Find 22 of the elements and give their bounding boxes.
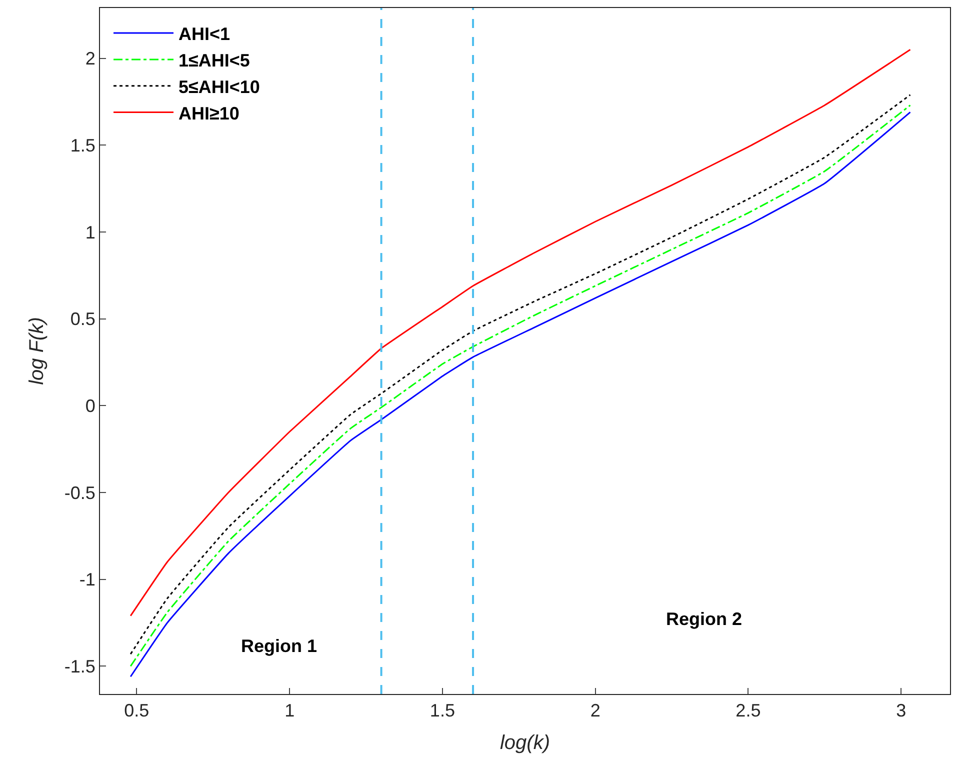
y-tick-label: -1.5 (64, 656, 96, 677)
y-tick-label: -0.5 (64, 482, 96, 503)
annotation: Region 2 (666, 609, 742, 629)
legend-label: AHI<1 (178, 24, 230, 44)
y-tick-label: 0.5 (70, 309, 96, 330)
x-tick-label: 1.5 (430, 700, 455, 721)
y-axis-title: log F(k) (26, 317, 48, 385)
legend-label: AHI≥10 (178, 103, 240, 124)
y-tick-label: -1 (79, 570, 96, 590)
x-tick-label: 1 (284, 700, 295, 721)
y-tick-label: 2 (85, 48, 96, 69)
y-tick-label: 1.5 (70, 136, 96, 156)
annotation: Region 1 (241, 636, 318, 656)
x-tick-label: 2 (590, 700, 600, 721)
y-tick-label: 1 (85, 222, 96, 242)
legend-label: 1≤AHI<5 (178, 50, 250, 70)
x-tick-label: 0.5 (124, 700, 150, 721)
y-tick-label: 0 (85, 396, 96, 416)
x-axis-title: log(k) (500, 732, 550, 754)
x-tick-label: 3 (896, 700, 906, 721)
legend-label: 5≤AHI<10 (178, 76, 260, 97)
x-tick-label: 2.5 (736, 700, 761, 721)
